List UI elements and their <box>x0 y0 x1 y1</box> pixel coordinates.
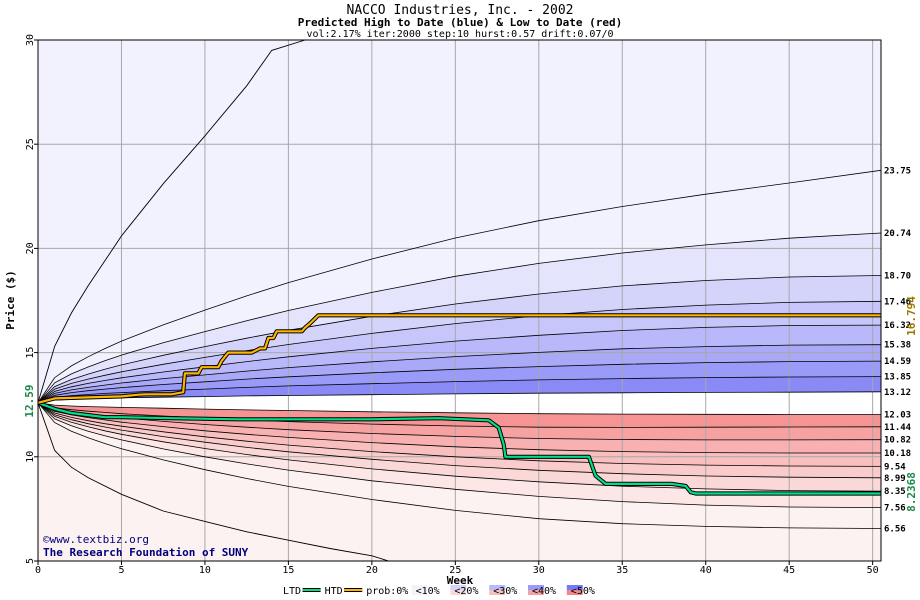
band-end-label: 14.59 <box>884 357 911 367</box>
band-boundary-line <box>37 402 882 508</box>
band-boundary-line <box>37 402 881 454</box>
legend-swatch-label: <50% <box>571 586 595 597</box>
band-boundary-line <box>37 169 882 404</box>
band-boundary-line <box>37 402 882 479</box>
band-end-label: 10.18 <box>884 449 911 459</box>
band-boundary-line <box>37 275 882 404</box>
band-end-label: 15.38 <box>884 341 911 351</box>
band-boundary-line <box>37 376 882 404</box>
y-tick-label: 5 <box>25 558 36 564</box>
credit-url: ©www.textbiz.org <box>43 533 149 546</box>
legend-swatch-high <box>450 585 467 590</box>
legend-swatch-high <box>411 585 428 590</box>
band-boundary-line <box>37 232 882 404</box>
x-tick-label: 30 <box>533 565 545 576</box>
band-end-label: 20.74 <box>884 229 912 239</box>
band-end-label: 6.56 <box>884 524 906 534</box>
band-boundary-line <box>37 324 882 404</box>
band-end-label: 10.82 <box>884 436 911 446</box>
ltd-series-line <box>37 401 881 495</box>
y-axis-label: Price ($) <box>4 270 17 330</box>
band-boundary-line <box>37 360 882 404</box>
probability-bands <box>38 40 881 561</box>
x-tick-label: 20 <box>366 565 378 576</box>
x-tick-label: 5 <box>118 565 124 576</box>
chart-title: NACCO Industries, Inc. - 2002 <box>347 3 574 18</box>
band-end-label: 9.54 <box>884 462 906 472</box>
ltd-end-label: 8.2368 <box>905 472 918 512</box>
x-tick-label: 10 <box>199 565 211 576</box>
band-end-label: 16.32 <box>884 321 911 331</box>
band-boundary-line <box>37 402 882 492</box>
y-tick-label: 10 <box>25 451 36 463</box>
band-end-label: 8.35 <box>884 487 906 497</box>
band-end-label: 11.44 <box>884 423 912 433</box>
band-end-label: 12.03 <box>884 410 911 420</box>
x-axis-label: Week <box>447 574 474 587</box>
y-axis-ticks: 5 10 15 20 25 30 <box>25 34 38 564</box>
x-tick-label: 35 <box>616 565 628 576</box>
start-price-label: 12.59 <box>23 384 36 417</box>
legend-swatch-high <box>528 585 544 590</box>
plot-frame <box>37 39 882 562</box>
legend-swatch-low <box>566 590 583 595</box>
band-end-label: 17.46 <box>884 297 911 307</box>
outer-low-line <box>37 402 389 562</box>
htd-end-label: 16.794 <box>905 296 918 336</box>
legend-swatch-label: <10% <box>416 586 440 597</box>
band-end-label: 13.85 <box>884 373 911 383</box>
outer-high-line <box>37 39 306 403</box>
x-tick-label: 40 <box>700 565 712 576</box>
x-tick-label: 0 <box>35 565 41 576</box>
y-tick-label: 15 <box>25 347 36 359</box>
x-tick-label: 50 <box>867 565 879 576</box>
x-tick-label: 45 <box>783 565 795 576</box>
band-end-labels: 13.12 13.85 14.59 15.38 16.32 17.46 18.70 20.74… <box>884 166 912 534</box>
legend-swatch-low <box>450 590 467 595</box>
legend-swatch-label: <20% <box>454 586 478 597</box>
series-lines <box>37 313 881 496</box>
chart-subtitle: Predicted High to Date (blue) & Low to D… <box>298 16 623 29</box>
y-tick-label: 25 <box>25 138 36 150</box>
chart-parameters: vol:2.17% iter:2000 step:10 hurst:0.57 d… <box>306 29 613 40</box>
legend-swatch-low <box>411 590 428 595</box>
legend-swatch-high <box>489 585 506 590</box>
legend-label-ltd: LTD <box>283 586 301 597</box>
x-tick-label: 25 <box>449 565 461 576</box>
legend-swatch-label: <40% <box>532 586 556 597</box>
band-end-label: 23.75 <box>884 166 911 176</box>
band-end-label: 8.99 <box>884 474 906 484</box>
y-tick-label: 20 <box>25 242 36 254</box>
x-axis-ticks: 0 5 10 15 20 25 30 35 40 45 50 <box>35 561 879 576</box>
legend-swatch-low <box>489 590 506 595</box>
band-end-label: 18.70 <box>884 271 911 281</box>
legend-prob-label: prob:0% <box>366 586 408 597</box>
band-boundary-line <box>37 344 882 404</box>
band-end-label: 13.12 <box>884 388 911 398</box>
band-boundary-line <box>37 402 882 529</box>
x-tick-label: 15 <box>282 565 294 576</box>
band-boundary-line <box>37 402 882 467</box>
credit-organization: The Research Foundation of SUNY <box>43 546 249 559</box>
legend-swatch-high <box>566 585 583 590</box>
htd-series-line <box>37 314 881 404</box>
legend-label-htd: HTD <box>325 586 343 597</box>
legend-swatch-low <box>528 590 544 595</box>
legend-swatch-label: <30% <box>493 586 517 597</box>
band-center <box>38 391 881 415</box>
legend: LTD HTD prob:0% <10% <20% <30% <40% <50% <box>283 585 595 597</box>
band-boundary-line <box>37 402 881 415</box>
band-end-label: 7.56 <box>884 504 906 514</box>
y-tick-label: 30 <box>25 34 36 46</box>
